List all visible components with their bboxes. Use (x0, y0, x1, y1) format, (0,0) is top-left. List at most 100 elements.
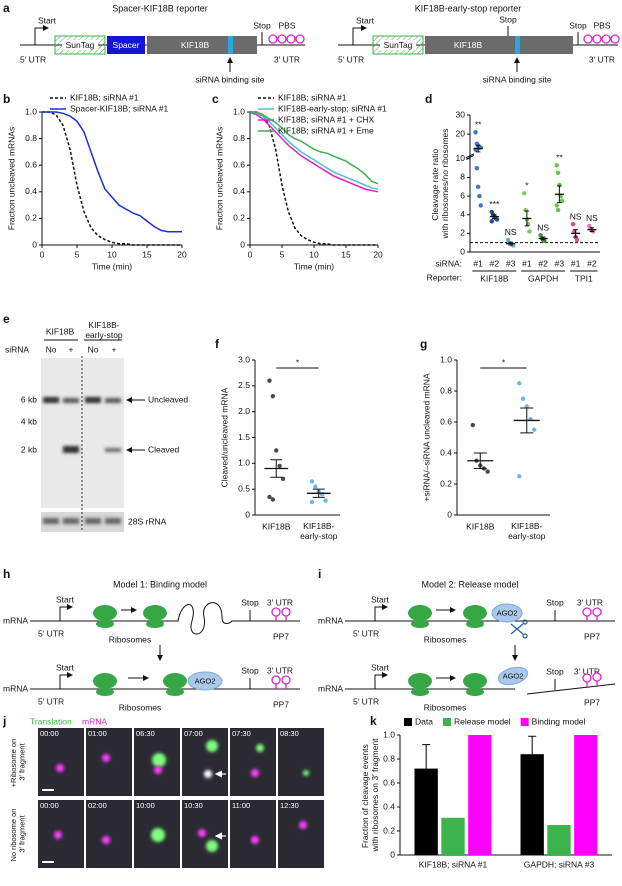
y-tick-label: 0.6 (440, 416, 452, 426)
y-tick-label: 30 (456, 109, 466, 119)
panel-label: j (2, 714, 6, 728)
y-tick-label: 0 (390, 849, 395, 859)
group-label: GAPDH (528, 273, 558, 283)
data-point (309, 499, 315, 505)
x-tick-label: #1 (473, 258, 483, 268)
error-bar (312, 488, 325, 498)
spot (299, 821, 307, 829)
condition-label: No (46, 344, 57, 354)
y-axis-label: Fraction uncleaved mRNAs (214, 127, 224, 230)
image-tile (278, 728, 324, 796)
significance-label: ** (475, 120, 482, 130)
stop-label: Stop (253, 20, 271, 30)
row-label: No ribosome on 3′ fragment (9, 806, 27, 861)
y-tick-label: 0.2 (383, 825, 395, 835)
spot (251, 769, 259, 777)
utr3-label: 3′ UTR (589, 54, 615, 64)
timestamp: 11:00 (232, 801, 250, 810)
start-arrow (374, 604, 388, 621)
utr5-label: 5′ UTR (38, 696, 64, 706)
x-tick-label: 20 (177, 249, 187, 259)
data-point (313, 484, 318, 489)
panel-label: f (215, 337, 220, 351)
x-tick-label: #3 (506, 258, 516, 268)
spot (206, 740, 218, 752)
condition-label: + (112, 344, 117, 354)
bar (520, 754, 544, 855)
data-point (555, 207, 561, 213)
timestamp: 08:30 (280, 729, 299, 738)
data-point (570, 221, 576, 227)
x-tick-label: KIF18B; siRNA #1 (419, 859, 488, 869)
data-point (554, 203, 559, 208)
y-tick-label: 1.0 (238, 458, 250, 468)
timestamp: 00:00 (40, 729, 59, 738)
series-line (250, 111, 378, 246)
y-tick-label: 0.4 (233, 186, 245, 196)
legend-swatch (520, 718, 529, 726)
marker-label: 4 kb (21, 416, 37, 426)
ago2 (491, 603, 523, 623)
series-line (250, 111, 379, 185)
error-bar (270, 459, 283, 478)
bar (414, 768, 438, 855)
data-point (270, 497, 276, 502)
spot (152, 753, 166, 767)
data-point (477, 193, 482, 199)
data-point (517, 381, 522, 386)
site-label: siRNA binding site (483, 74, 552, 84)
axis-break (465, 153, 475, 159)
row-label: +Ribosome on 3′ fragment (9, 737, 27, 788)
legend-label: KIF18B; siRNA #1 + Eme (278, 125, 374, 135)
y-tick-label: 3.0 (238, 354, 250, 364)
timestamp: 10:00 (136, 801, 155, 810)
utr3-label: 3′ UTR (267, 597, 293, 607)
mrna-line (30, 602, 300, 635)
x-tick-label: 10 (107, 249, 117, 259)
ribosomes-label: Ribosomes (424, 702, 467, 712)
condition-label: No (88, 344, 99, 354)
pbs-label: PBS (278, 20, 295, 30)
x-tick-label: KIF18B (466, 521, 495, 531)
ago2 (187, 671, 223, 691)
pbs-label: PBS (593, 20, 610, 30)
model-title: Model 1: Binding model (113, 579, 207, 589)
start-label: Start (56, 662, 75, 672)
data-point (475, 184, 481, 189)
category-axis-label: siRNA: (436, 258, 462, 268)
legend-swatch (442, 718, 451, 726)
y-tick-label: 0.2 (25, 213, 37, 223)
legend-label: KIF18B; siRNA #1 + CHX (278, 114, 374, 124)
x-tick-label: #2 (587, 258, 597, 268)
error-bar (540, 236, 546, 241)
pp7-label: PP7 (584, 697, 600, 707)
significance-label: NS (586, 213, 598, 223)
y-tick-label: 0.4 (440, 447, 452, 457)
data-point (323, 498, 328, 503)
stop-label: Stop (546, 597, 564, 607)
lane-label: KIF18B (46, 326, 75, 336)
image-tile (230, 728, 276, 796)
image-tile (182, 728, 228, 796)
utr5-label: 5′ UTR (353, 628, 379, 638)
utr5-label: 5′ UTR (20, 54, 46, 64)
series-line (249, 111, 379, 193)
timestamp: 02:00 (88, 801, 107, 810)
data-point (470, 422, 476, 428)
gene-label: KIF18B (181, 40, 210, 50)
timestamp: 07:30 (232, 729, 251, 738)
ribosome (408, 673, 487, 696)
suntag-label-bg (380, 40, 416, 50)
spot (154, 766, 162, 774)
legend-label: Data (415, 716, 433, 726)
y-tick-label: 1.0 (440, 354, 452, 364)
error-bar (573, 229, 578, 238)
x-tick-label: KIF18B-early-stop (508, 521, 546, 541)
reporter-title: Spacer-KIF18B reporter (112, 3, 208, 13)
utr3-label: 3′ UTR (574, 666, 600, 676)
x-tick-label: #2 (538, 258, 548, 268)
image-tile (278, 800, 324, 868)
ribosomes-label: Ribosomes (119, 702, 162, 712)
mrna-fragment-3 (526, 683, 616, 695)
data-point (473, 130, 478, 135)
